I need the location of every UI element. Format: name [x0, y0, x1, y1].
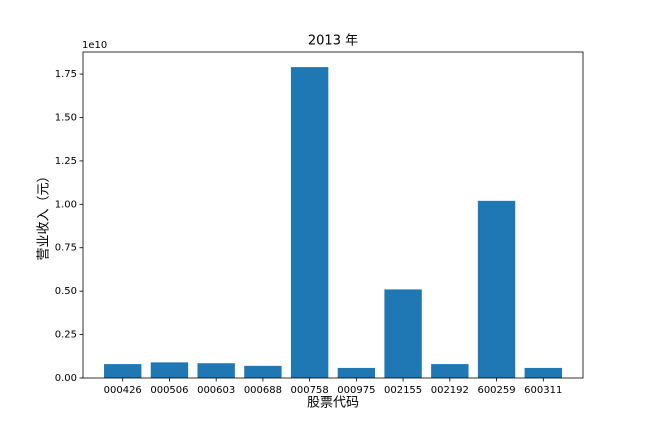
bar	[197, 363, 235, 378]
chart-title: 2013 年	[308, 34, 358, 49]
plot-frame	[82, 51, 584, 379]
y-tick-label: 1.75	[55, 69, 77, 80]
x-tick-label: 600311	[524, 385, 562, 396]
bar	[104, 364, 142, 378]
bar	[244, 365, 282, 378]
y-tick-label: 0.50	[55, 286, 77, 297]
x-tick-label: 000975	[337, 385, 375, 396]
y-tick-label: 1.00	[55, 199, 77, 210]
y-tick-label: 0.00	[55, 373, 77, 384]
x-tick-label: 002155	[384, 385, 422, 396]
bar	[431, 364, 469, 378]
y-axis-label: 营业收入（元）	[37, 169, 52, 260]
x-tick-label: 000426	[104, 385, 142, 396]
bar	[524, 367, 562, 378]
y-tick-label: 0.25	[55, 330, 77, 341]
x-tick-label: 000603	[197, 385, 235, 396]
bar	[150, 362, 189, 378]
y-tick-label: 1.25	[55, 156, 77, 167]
bar	[290, 67, 329, 378]
bar	[384, 289, 422, 378]
y-tick-label: 1.50	[55, 112, 77, 123]
x-tick-label: 600259	[477, 385, 515, 396]
bar	[477, 200, 516, 378]
bar	[337, 367, 376, 378]
x-axis-label: 股票代码	[307, 396, 359, 411]
x-tick-label: 002192	[431, 385, 469, 396]
x-tick-label: 000758	[291, 385, 329, 396]
y-offset-label: 1e10	[82, 40, 107, 51]
x-tick-label: 000506	[150, 385, 188, 396]
y-tick-label: 0.75	[55, 243, 77, 254]
x-tick-label: 000688	[244, 385, 282, 396]
